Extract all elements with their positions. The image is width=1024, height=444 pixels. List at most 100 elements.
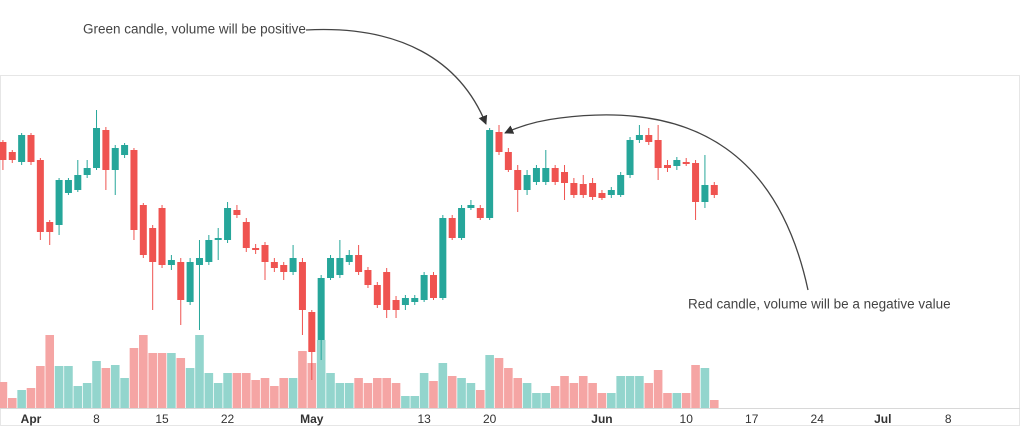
volume-bar: [447, 376, 457, 408]
volume-bar: [550, 386, 560, 408]
volume-bar: [195, 335, 204, 408]
x-tick-label: Jul: [874, 412, 891, 426]
candle-body: [121, 145, 129, 155]
volume-bar: [129, 348, 139, 408]
candle-body: [261, 245, 269, 262]
volume-bar: [335, 383, 345, 408]
candle-body: [139, 205, 147, 255]
x-tick-label: 24: [811, 412, 825, 426]
candle-body: [551, 168, 559, 182]
volume-bar: [672, 393, 682, 408]
x-tick-label: 15: [155, 412, 169, 426]
plot-frame: [0, 75, 1020, 426]
candle-body: [458, 208, 466, 238]
candle-body: [383, 272, 391, 310]
candle-body: [64, 180, 72, 193]
candle-body: [439, 218, 447, 298]
x-tick-label: Apr: [21, 412, 42, 426]
candle-body: [317, 278, 325, 340]
candle-body: [252, 248, 260, 250]
candle-body: [83, 168, 91, 175]
volume-bar: [709, 400, 719, 408]
x-tick-label: 8: [945, 412, 952, 426]
candle-body: [401, 298, 409, 305]
volume-bar: [513, 378, 523, 408]
candle-body: [46, 222, 54, 232]
candle-body: [532, 168, 540, 182]
volume-bar: [363, 383, 373, 408]
x-tick-label: 17: [745, 412, 759, 426]
volume-bar: [0, 382, 8, 408]
volume-bar: [466, 383, 476, 408]
candle-body: [692, 163, 700, 202]
volume-bar: [616, 376, 625, 408]
x-tick-label: 13: [417, 412, 431, 426]
candle-body: [682, 162, 690, 164]
candle-body: [476, 208, 484, 218]
candle-body: [36, 160, 44, 232]
x-tick-label: Jun: [591, 412, 612, 426]
candle-body: [8, 152, 16, 160]
volume-bar: [457, 378, 466, 408]
candle-body: [561, 172, 569, 183]
candle-body: [373, 285, 381, 305]
volume-bar: [185, 368, 195, 408]
candle-body: [645, 135, 653, 142]
volume-bar: [475, 390, 485, 408]
candle-body: [149, 228, 157, 262]
candle-body: [27, 135, 35, 162]
candle-body: [514, 170, 522, 190]
candle-body: [195, 258, 203, 265]
volume-bar: [560, 376, 569, 408]
volume-bar: [101, 368, 111, 408]
volume-bar: [73, 386, 83, 408]
candle-body: [617, 175, 625, 195]
volume-bar: [597, 393, 607, 408]
candle-body: [579, 184, 587, 195]
candle-body: [523, 175, 531, 190]
candle-body: [355, 255, 363, 272]
candle-body: [495, 132, 503, 152]
volume-bar: [522, 383, 532, 408]
candle-body: [635, 135, 643, 140]
volume-bar: [391, 383, 401, 408]
volume-bar: [485, 355, 494, 408]
volume-bar: [625, 376, 635, 408]
volume-bar: [541, 393, 551, 408]
candle-body: [486, 130, 494, 218]
candle-body: [663, 165, 671, 168]
candle-body: [130, 150, 138, 230]
candle-body: [0, 142, 7, 160]
candle-body: [111, 148, 119, 170]
volume-bar: [307, 363, 317, 408]
x-tick-label: May: [300, 412, 324, 426]
candle-body: [177, 262, 185, 300]
volume-bar: [148, 353, 157, 408]
volume-bar: [663, 393, 672, 408]
candle-body: [336, 258, 344, 275]
candle-body: [205, 240, 213, 262]
candle-body: [167, 260, 175, 265]
volume-bar: [64, 366, 73, 408]
candle-body: [224, 208, 232, 240]
candle-body: [654, 140, 662, 168]
candle-body: [467, 205, 475, 208]
candle-body: [242, 222, 250, 248]
volume-bar: [644, 383, 654, 408]
volume-bar: [232, 373, 242, 408]
x-tick-label: 22: [221, 412, 235, 426]
volume-bar: [438, 363, 448, 408]
candle-body: [186, 262, 194, 302]
candle-body: [598, 193, 606, 198]
marks: Apr 8 15 22 May 13 20 Jun 10 17 24 Jul 8: [0, 110, 952, 426]
x-tick-label: 8: [93, 412, 100, 426]
x-tick-label: 10: [680, 412, 694, 426]
volume-bar: [260, 378, 270, 408]
volume-bar: [504, 368, 513, 408]
volume-bar: [17, 390, 26, 408]
volume-bar: [607, 393, 616, 408]
volume-bar: [700, 368, 710, 408]
candle-body: [55, 180, 63, 225]
volume-bar: [298, 351, 307, 408]
volume-bar: [344, 383, 354, 408]
